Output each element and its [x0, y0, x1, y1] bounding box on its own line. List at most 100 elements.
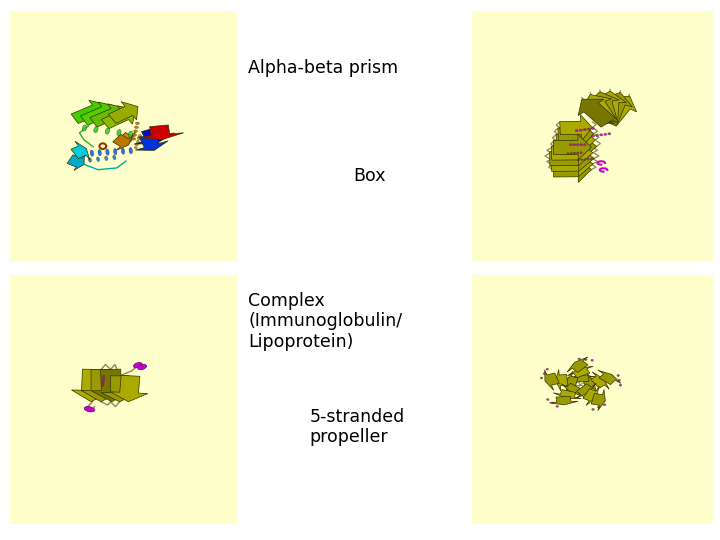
- Ellipse shape: [577, 144, 579, 146]
- Ellipse shape: [81, 159, 84, 163]
- PathPatch shape: [113, 134, 132, 150]
- Ellipse shape: [546, 399, 549, 401]
- Ellipse shape: [103, 375, 105, 377]
- PathPatch shape: [552, 152, 593, 177]
- Ellipse shape: [132, 138, 135, 140]
- Ellipse shape: [129, 147, 132, 154]
- PathPatch shape: [102, 106, 135, 129]
- PathPatch shape: [71, 369, 112, 402]
- Ellipse shape: [104, 156, 108, 160]
- Ellipse shape: [552, 402, 554, 404]
- Ellipse shape: [580, 152, 582, 153]
- Ellipse shape: [598, 406, 600, 408]
- PathPatch shape: [599, 92, 632, 125]
- Ellipse shape: [585, 359, 587, 361]
- Ellipse shape: [135, 144, 138, 146]
- PathPatch shape: [556, 127, 595, 153]
- PathPatch shape: [117, 132, 135, 147]
- PathPatch shape: [135, 134, 168, 150]
- Ellipse shape: [113, 156, 116, 160]
- Ellipse shape: [83, 151, 86, 157]
- Ellipse shape: [132, 134, 137, 136]
- Ellipse shape: [570, 152, 572, 154]
- PathPatch shape: [578, 99, 616, 127]
- Ellipse shape: [89, 158, 91, 162]
- PathPatch shape: [552, 140, 593, 166]
- PathPatch shape: [598, 370, 621, 384]
- Ellipse shape: [543, 373, 546, 375]
- PathPatch shape: [91, 369, 132, 402]
- Text: Complex
(Immunoglobulin/
Lipoprotein): Complex (Immunoglobulin/ Lipoprotein): [248, 292, 402, 351]
- Ellipse shape: [102, 377, 104, 380]
- Text: 5-stranded
propeller: 5-stranded propeller: [310, 408, 405, 447]
- Ellipse shape: [133, 362, 143, 368]
- Ellipse shape: [573, 152, 576, 154]
- PathPatch shape: [600, 96, 636, 126]
- Ellipse shape: [592, 135, 595, 137]
- PathPatch shape: [134, 127, 174, 144]
- Ellipse shape: [114, 148, 117, 155]
- Ellipse shape: [135, 146, 138, 148]
- Text: Alpha-beta prism: Alpha-beta prism: [248, 59, 399, 77]
- Ellipse shape: [567, 153, 569, 154]
- PathPatch shape: [101, 376, 138, 402]
- Bar: [472, 11, 713, 262]
- PathPatch shape: [554, 134, 597, 160]
- Ellipse shape: [82, 125, 86, 131]
- Ellipse shape: [580, 159, 582, 160]
- Ellipse shape: [577, 152, 579, 154]
- PathPatch shape: [575, 383, 596, 399]
- Ellipse shape: [136, 140, 140, 143]
- PathPatch shape: [554, 157, 591, 183]
- Ellipse shape: [122, 148, 125, 154]
- Ellipse shape: [608, 133, 611, 135]
- PathPatch shape: [586, 92, 619, 124]
- Bar: [472, 275, 713, 524]
- PathPatch shape: [81, 102, 117, 125]
- Ellipse shape: [595, 134, 598, 137]
- PathPatch shape: [90, 104, 126, 127]
- Ellipse shape: [600, 134, 603, 136]
- Ellipse shape: [619, 384, 621, 386]
- PathPatch shape: [591, 389, 606, 410]
- PathPatch shape: [583, 386, 599, 406]
- PathPatch shape: [593, 91, 626, 123]
- PathPatch shape: [567, 357, 588, 373]
- Ellipse shape: [580, 144, 582, 146]
- Ellipse shape: [618, 379, 621, 381]
- Bar: [10, 275, 237, 524]
- Text: Box: Box: [353, 167, 385, 185]
- PathPatch shape: [108, 102, 138, 123]
- PathPatch shape: [549, 396, 578, 405]
- Ellipse shape: [583, 129, 586, 131]
- PathPatch shape: [591, 372, 609, 389]
- Ellipse shape: [556, 406, 559, 407]
- PathPatch shape: [67, 155, 84, 171]
- Ellipse shape: [577, 159, 580, 161]
- Ellipse shape: [584, 159, 586, 160]
- Ellipse shape: [570, 144, 572, 146]
- Ellipse shape: [135, 122, 139, 125]
- Ellipse shape: [84, 407, 94, 412]
- Ellipse shape: [102, 384, 104, 386]
- Ellipse shape: [592, 408, 594, 410]
- PathPatch shape: [567, 375, 595, 382]
- PathPatch shape: [549, 146, 594, 171]
- PathPatch shape: [138, 125, 184, 140]
- Ellipse shape: [94, 126, 98, 133]
- Ellipse shape: [138, 134, 141, 137]
- PathPatch shape: [81, 369, 121, 402]
- PathPatch shape: [582, 373, 595, 393]
- PathPatch shape: [566, 372, 578, 393]
- Bar: [10, 11, 237, 262]
- Ellipse shape: [138, 138, 140, 140]
- Ellipse shape: [105, 128, 109, 134]
- Ellipse shape: [583, 144, 586, 146]
- PathPatch shape: [110, 375, 148, 402]
- Ellipse shape: [546, 368, 549, 370]
- PathPatch shape: [554, 134, 591, 160]
- Ellipse shape: [128, 131, 132, 137]
- Ellipse shape: [540, 377, 543, 379]
- Ellipse shape: [591, 127, 594, 130]
- Ellipse shape: [138, 364, 147, 370]
